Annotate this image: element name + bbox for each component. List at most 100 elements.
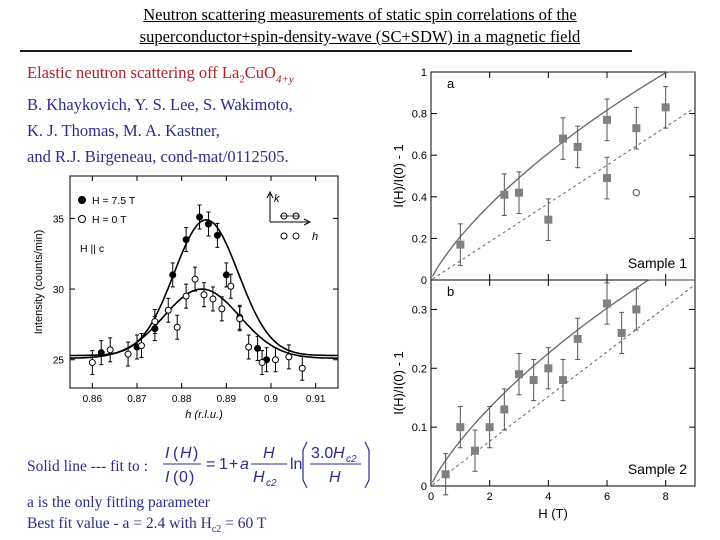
panel-label-a: a xyxy=(447,76,455,91)
data-point xyxy=(97,349,105,357)
inset-h-label: h xyxy=(312,231,318,243)
sample-legend: Sample 1 xyxy=(628,255,687,271)
authors-line-3: and R.J. Birgeneau, cond-mat/0112505. xyxy=(27,147,289,166)
data-point xyxy=(632,305,641,314)
eq-coef: 3.0 xyxy=(311,445,333,462)
eq-den-H2: H xyxy=(329,469,341,486)
data-point xyxy=(632,124,641,133)
x-tick-label: 0.91 xyxy=(306,394,326,405)
eq-coef-H: H xyxy=(333,445,345,462)
x-tick-label: 8 xyxy=(663,491,669,503)
data-point xyxy=(285,353,293,361)
y-tick-label: 0.6 xyxy=(412,150,427,162)
svg-text:=: = xyxy=(206,456,215,473)
y-tick-label: 0.2 xyxy=(412,363,427,375)
data-point xyxy=(164,306,172,314)
data-point xyxy=(573,334,582,343)
data-point xyxy=(213,231,221,239)
fit-curve-dashed xyxy=(432,284,696,486)
data-point xyxy=(617,328,626,337)
eq-ln: ln xyxy=(290,456,302,473)
x-tick-label: 0.88 xyxy=(172,394,192,405)
fit-param-note: a is the only fitting parameter xyxy=(27,494,210,511)
svg-text:): ) xyxy=(189,469,194,486)
eq-den-zero: 0 xyxy=(179,469,188,486)
fit-curve-dashed xyxy=(432,107,696,280)
legend-marker-open xyxy=(78,215,86,223)
inset-k-label: k xyxy=(274,193,280,205)
x-tick-label: 6 xyxy=(604,491,610,503)
sample-legend: Sample 2 xyxy=(628,461,687,477)
data-point xyxy=(271,356,279,364)
data-point xyxy=(88,359,96,367)
data-point xyxy=(254,344,262,352)
plot-frame xyxy=(69,175,339,389)
x-tick-label: 4 xyxy=(545,491,551,503)
data-point xyxy=(500,190,509,199)
data-point xyxy=(485,423,494,432)
data-point xyxy=(236,315,244,323)
eq-one: 1 xyxy=(219,456,228,473)
fit-curve-solid xyxy=(431,71,695,277)
y-tick-label: 0.1 xyxy=(412,422,427,434)
data-point xyxy=(529,376,538,385)
eq-num-I: I xyxy=(165,445,170,462)
data-point xyxy=(218,305,226,313)
data-point xyxy=(173,323,181,331)
data-point xyxy=(200,291,208,299)
authors-line-2: K. J. Thomas, M. A. Kastner, xyxy=(27,121,220,140)
y-tick-label: 0.4 xyxy=(412,192,427,204)
panel-label-b: b xyxy=(447,284,454,299)
data-point xyxy=(182,292,190,300)
y-tick-label: 1 xyxy=(421,67,427,79)
y-tick-label: 0.2 xyxy=(412,233,427,245)
data-point xyxy=(471,446,479,455)
data-point xyxy=(573,142,582,151)
panel-frame-a xyxy=(430,71,696,281)
inset-point xyxy=(292,232,300,240)
field-orientation-label: H || c xyxy=(80,243,104,255)
title-rule xyxy=(20,50,632,52)
data-point xyxy=(515,370,523,379)
eq-frac-c2: c2 xyxy=(266,478,277,489)
data-point xyxy=(661,103,670,112)
data-point xyxy=(106,346,114,354)
x-tick-label: 0 xyxy=(428,491,434,503)
fit-equation: I ( H ) I ( 0 ) = 1 + a H H c2 ln 3.0 H … xyxy=(163,441,370,489)
y-tick-label: 0.8 xyxy=(412,109,427,121)
x-axis-label: h (r.l.u.) xyxy=(185,409,223,420)
legend-label-7-5T: H = 7.5 T xyxy=(92,195,136,207)
data-point xyxy=(298,364,306,372)
data-point-open xyxy=(632,188,641,197)
data-point xyxy=(500,405,509,414)
y-axis-label: Intensity (counts/min) xyxy=(33,230,45,335)
data-point xyxy=(245,343,253,351)
authors-line-1: B. Khaykovich, Y. S. Lee, S. Wakimoto, xyxy=(27,95,293,114)
y-tick-label: 25 xyxy=(53,356,65,367)
inset-point xyxy=(280,232,288,240)
data-point xyxy=(603,174,611,183)
title-line-2: superconductor+spin-density-wave (SC+SDW… xyxy=(139,27,581,46)
y-tick-label: 0 xyxy=(421,481,427,493)
data-point xyxy=(222,271,230,279)
data-point xyxy=(182,236,190,244)
data-point xyxy=(603,299,611,308)
fit-curve-solid xyxy=(431,279,695,483)
legend-marker-filled xyxy=(78,196,86,204)
eq-coef-c2: c2 xyxy=(346,454,357,465)
svg-text:): ) xyxy=(193,445,198,462)
data-point xyxy=(456,423,465,432)
intensity-chart: 0.86 0.87 0.88 0.89 0.9 0.91 25 30 35 h (r.l.u.) I… xyxy=(33,175,339,420)
data-point xyxy=(544,215,553,224)
data-point xyxy=(169,271,177,279)
slide-title: Neutron scattering measurements of stati… xyxy=(0,4,720,48)
eq-num-H: H xyxy=(180,445,192,462)
x-tick-label: 0.89 xyxy=(217,394,237,405)
y-tick-label: 0.3 xyxy=(412,304,427,316)
x-tick-label: 2 xyxy=(487,491,493,503)
eq-frac-Hc2: H xyxy=(253,469,265,486)
data-point xyxy=(544,364,553,373)
data-point xyxy=(603,115,611,124)
data-point xyxy=(456,240,465,249)
data-point xyxy=(515,188,523,197)
